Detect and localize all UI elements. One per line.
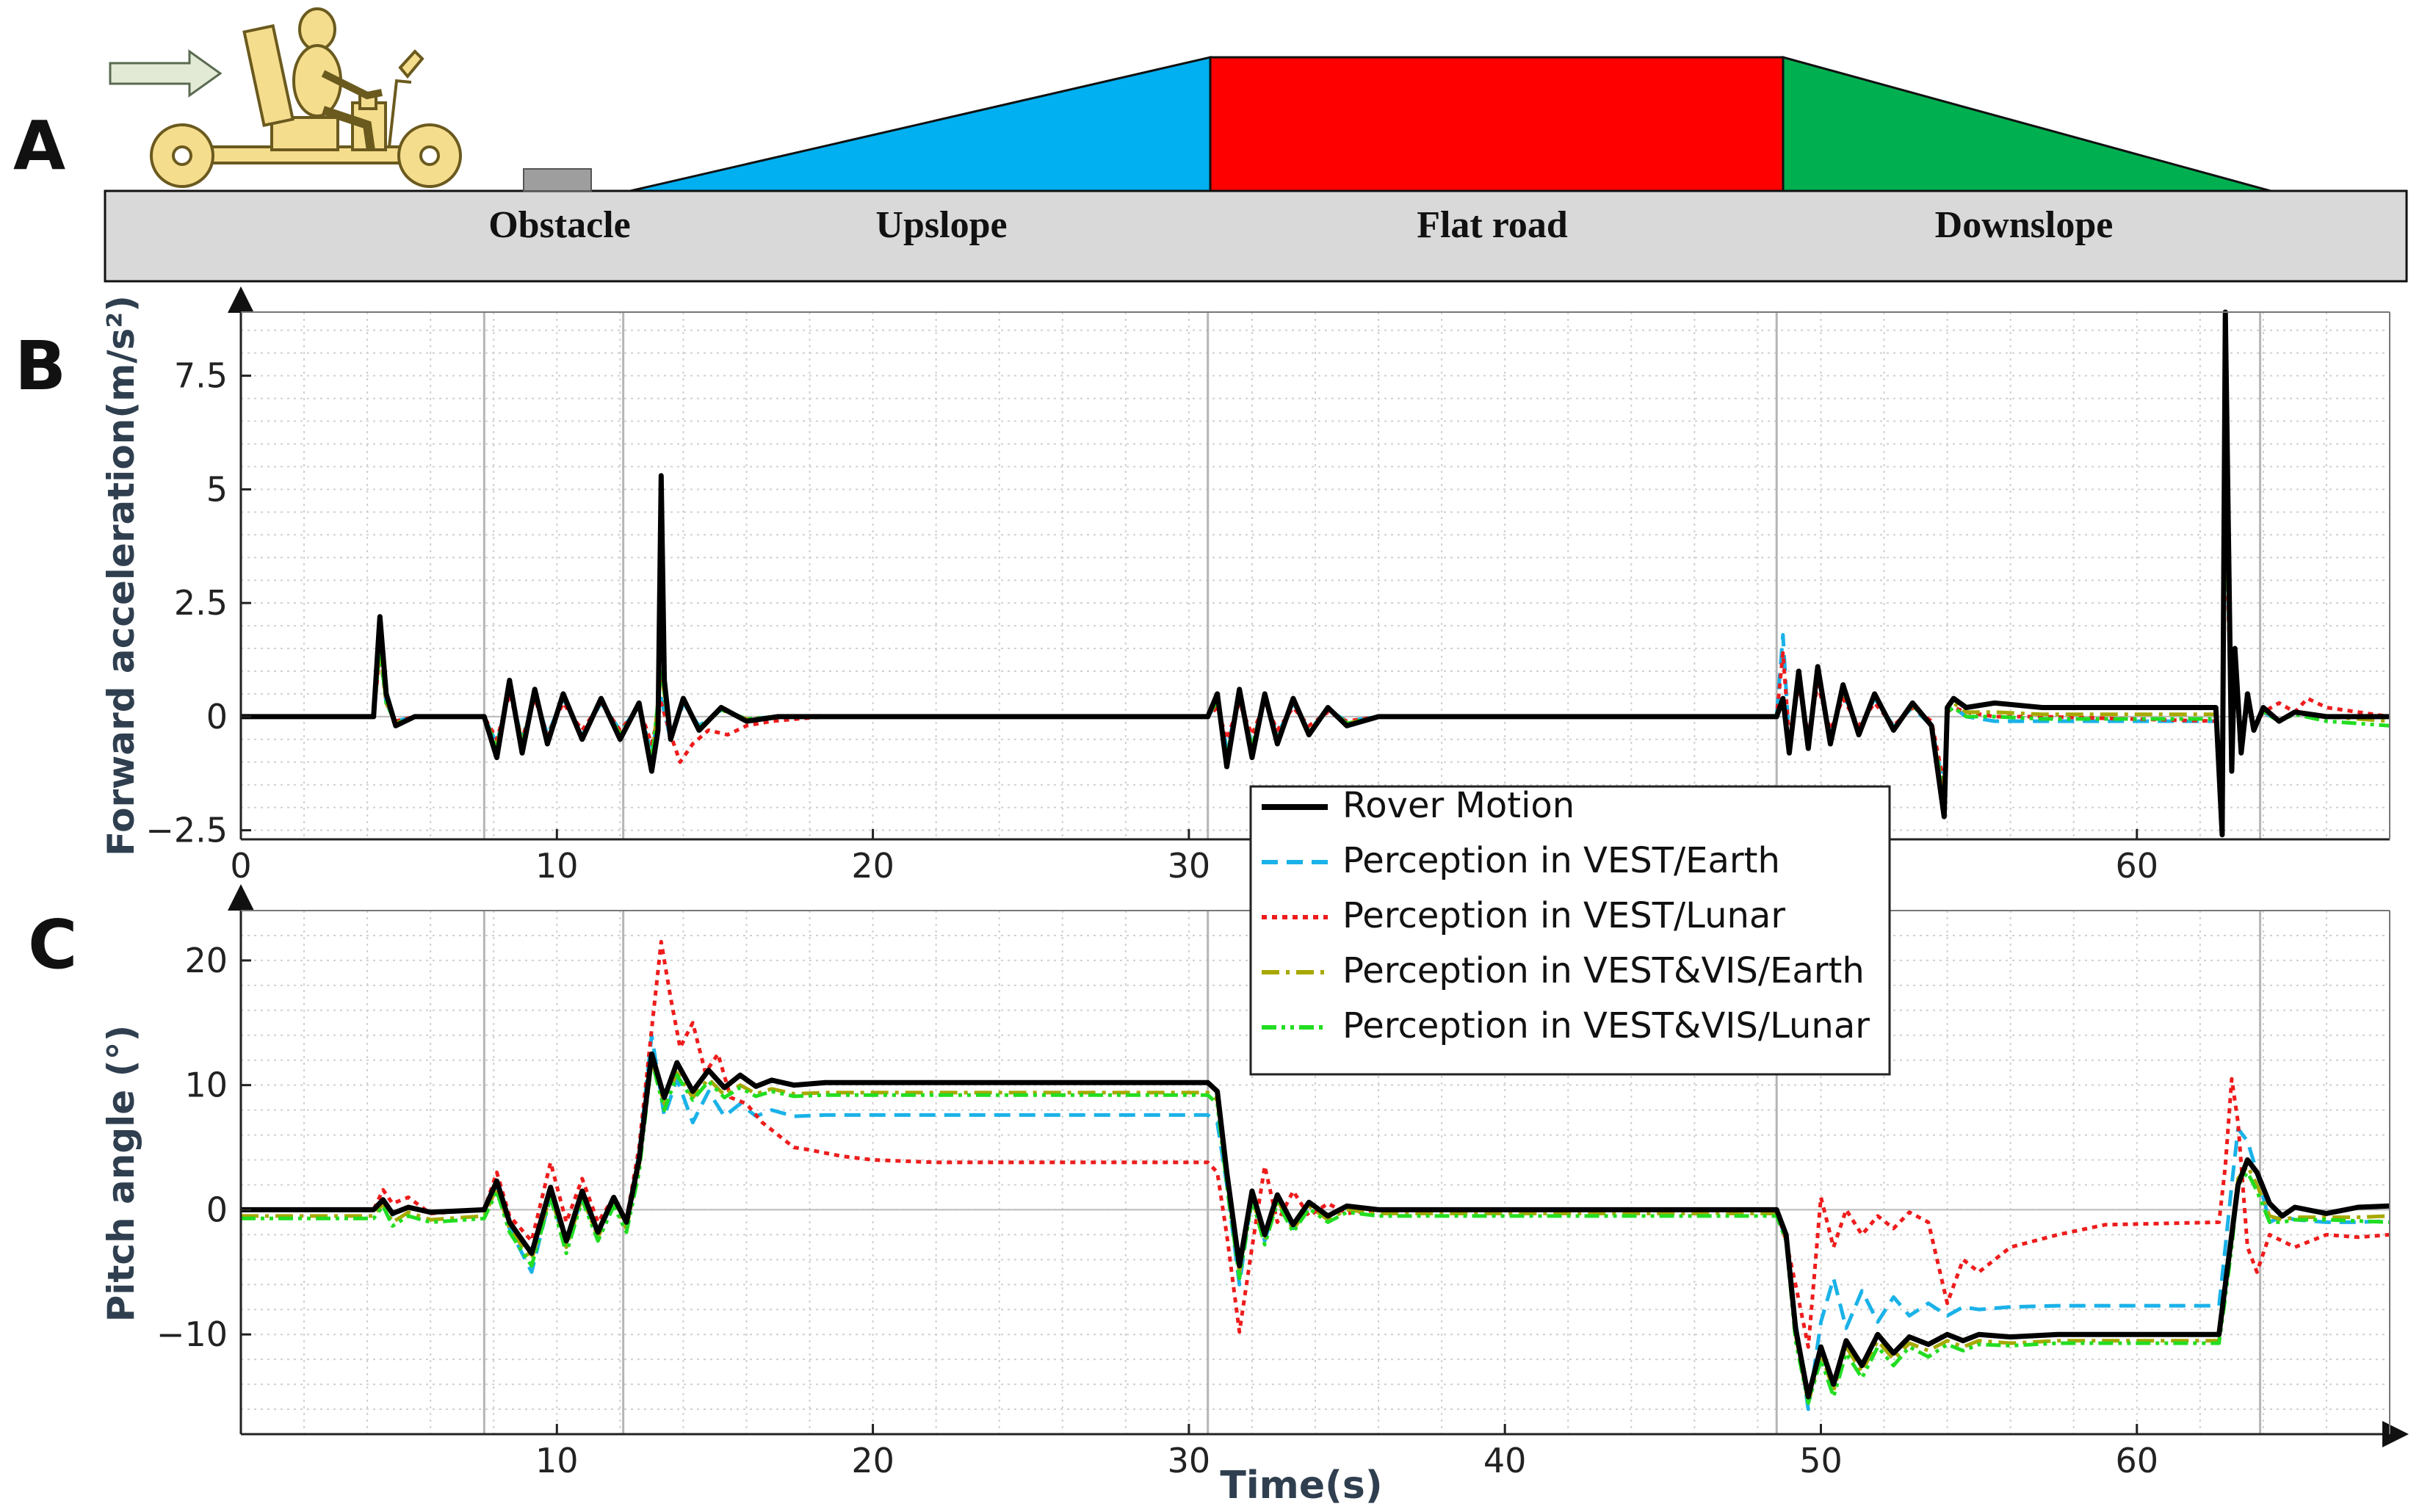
x-tick-label: 30 xyxy=(1168,846,1211,886)
upslope-shape xyxy=(629,56,1212,192)
y-tick-label: 0 xyxy=(206,697,228,737)
legend-label: Rover Motion xyxy=(1342,785,1575,826)
legend: Rover Motion Perception in VEST/Earth Perc… xyxy=(1249,785,1891,1076)
series-group-c xyxy=(241,939,2390,1411)
section-lines-b xyxy=(482,312,2262,839)
x-tick-label: 10 xyxy=(535,1441,579,1480)
legend-box xyxy=(1249,785,1891,1076)
arrow-icon xyxy=(109,49,223,98)
downslope-label: Downslope xyxy=(1935,204,2114,246)
y-axis-label-b: Forward acceleration(m/s²) xyxy=(100,295,142,856)
legend-label: Perception in VEST/Earth xyxy=(1342,840,1780,881)
y-tick-label: 10 xyxy=(184,1066,228,1105)
road-base xyxy=(104,189,2408,283)
panel-c: C 10 20 30 40 50 60 −10 0 10 20 Pitch angle (°) T… xyxy=(28,884,2409,1508)
panel-b: B 0102030405060−2.502.557.5 Forward acce… xyxy=(15,286,2390,886)
legend-label: Perception in VEST&VIS/Earth xyxy=(1342,950,1865,991)
ticks-c: 10 20 30 40 50 60 −10 0 10 20 xyxy=(156,941,2158,1480)
panel-a: A Obstacle Upslope Flat road Downslope xyxy=(13,7,2408,283)
flat-road-label: Flat road xyxy=(1417,204,1568,246)
y-tick-label: −2.5 xyxy=(145,811,228,850)
panel-letter-b: B xyxy=(15,327,66,405)
y-tick-label: −10 xyxy=(156,1314,228,1354)
legend-label: Perception in VEST/Lunar xyxy=(1342,895,1785,936)
series-line-rover-motion xyxy=(241,309,2390,838)
series-line-perception-in-vest-lunar xyxy=(241,939,2390,1349)
upslope-label: Upslope xyxy=(875,204,1007,246)
y-tick-label: 2.5 xyxy=(174,583,228,623)
series-line-rover-motion xyxy=(241,1051,2390,1400)
flat-road-shape xyxy=(1209,56,1785,192)
obstacle-block xyxy=(523,168,592,192)
series-group-b xyxy=(241,309,2390,838)
panel-letter-a: A xyxy=(13,106,65,185)
x-tick-label: 40 xyxy=(1483,1441,1527,1480)
y-tick-label: 5 xyxy=(206,469,228,509)
downslope-shape xyxy=(1782,56,2271,192)
legend-label: Perception in VEST&VIS/Lunar xyxy=(1342,1005,1870,1046)
x-tick-label: 0 xyxy=(230,846,251,886)
y-axis-label-c: Pitch angle (°) xyxy=(100,1025,142,1323)
legend-items: Rover Motion Perception in VEST/Earth Perc… xyxy=(1262,785,1870,1046)
x-tick-label: 60 xyxy=(2115,846,2158,886)
x-tick-label: 10 xyxy=(535,846,579,886)
grid-b xyxy=(240,312,2390,839)
x-tick-label: 20 xyxy=(851,1441,894,1480)
plot-frame-b xyxy=(241,312,2390,839)
obstacle-label: Obstacle xyxy=(488,204,631,246)
y-tick-label: 7.5 xyxy=(174,356,228,396)
x-tick-label: 60 xyxy=(2115,1441,2158,1480)
x-axis-label: Time(s) xyxy=(1220,1464,1382,1508)
y-tick-label: 0 xyxy=(206,1190,228,1229)
y-tick-label: 20 xyxy=(184,941,228,980)
x-tick-label: 50 xyxy=(1799,1441,1843,1480)
x-tick-label: 20 xyxy=(851,846,894,886)
x-tick-label: 30 xyxy=(1168,1441,1211,1480)
panel-letter-c: C xyxy=(28,905,78,984)
rover-icon xyxy=(150,7,462,188)
